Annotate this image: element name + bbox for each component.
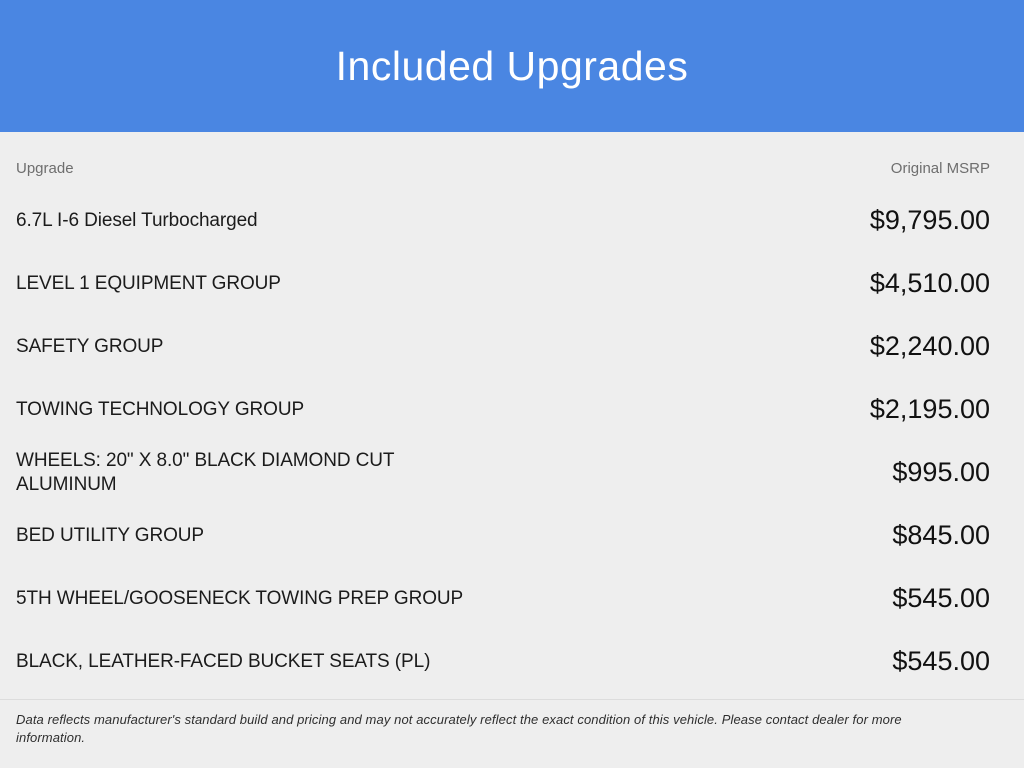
table-row: 5TH WHEEL/GOOSENECK TOWING PREP GROUP $5… [16, 567, 990, 630]
upgrade-price: $9,795.00 [869, 205, 990, 235]
upgrade-name: 5TH WHEEL/GOOSENECK TOWING PREP GROUP [16, 587, 464, 609]
column-header-original-msrp: Original MSRP [890, 160, 990, 177]
table-row: WHEELS: 20" X 8.0" BLACK DIAMOND CUT ALU… [16, 441, 990, 504]
upgrade-name: 6.7L I-6 Diesel Turbocharged [16, 209, 258, 231]
page-title: Included Upgrades [335, 42, 689, 89]
upgrade-price: $4,510.00 [869, 268, 990, 298]
table-row: BLACK, LEATHER-FACED BUCKET SEATS (PL) $… [16, 630, 990, 693]
page-header: Included Upgrades [0, 0, 1024, 132]
upgrade-name: LEVEL 1 EQUIPMENT GROUP [16, 272, 281, 294]
upgrade-name: TOWING TECHNOLOGY GROUP [16, 398, 305, 420]
upgrades-table: Upgrade Original MSRP 6.7L I-6 Diesel Tu… [0, 132, 1024, 693]
table-header-row: Upgrade Original MSRP [16, 132, 990, 189]
table-row: BED UTILITY GROUP $845.00 [16, 504, 990, 567]
page-footer: Data reflects manufacturer's standard bu… [0, 699, 1024, 747]
disclaimer-text: Data reflects manufacturer's standard bu… [16, 712, 902, 745]
table-row: LEVEL 1 EQUIPMENT GROUP $4,510.00 [16, 252, 990, 315]
column-header-upgrade: Upgrade [16, 160, 74, 177]
upgrade-name: WHEELS: 20" X 8.0" BLACK DIAMOND CUT ALU… [16, 449, 395, 495]
upgrade-price: $845.00 [892, 520, 990, 550]
upgrade-name: BLACK, LEATHER-FACED BUCKET SEATS (PL) [16, 650, 431, 672]
table-row: TOWING TECHNOLOGY GROUP $2,195.00 [16, 378, 990, 441]
upgrade-price: $545.00 [892, 583, 990, 613]
upgrade-name: BED UTILITY GROUP [16, 524, 204, 546]
table-row: SAFETY GROUP $2,240.00 [16, 315, 990, 378]
upgrade-price: $545.00 [892, 646, 990, 676]
upgrade-price: $2,240.00 [869, 331, 990, 361]
upgrade-price: $2,195.00 [869, 394, 990, 424]
table-body: 6.7L I-6 Diesel Turbocharged $9,795.00 L… [16, 189, 990, 693]
table-row: 6.7L I-6 Diesel Turbocharged $9,795.00 [16, 189, 990, 252]
upgrade-name: SAFETY GROUP [16, 335, 164, 357]
upgrade-price: $995.00 [892, 457, 990, 487]
